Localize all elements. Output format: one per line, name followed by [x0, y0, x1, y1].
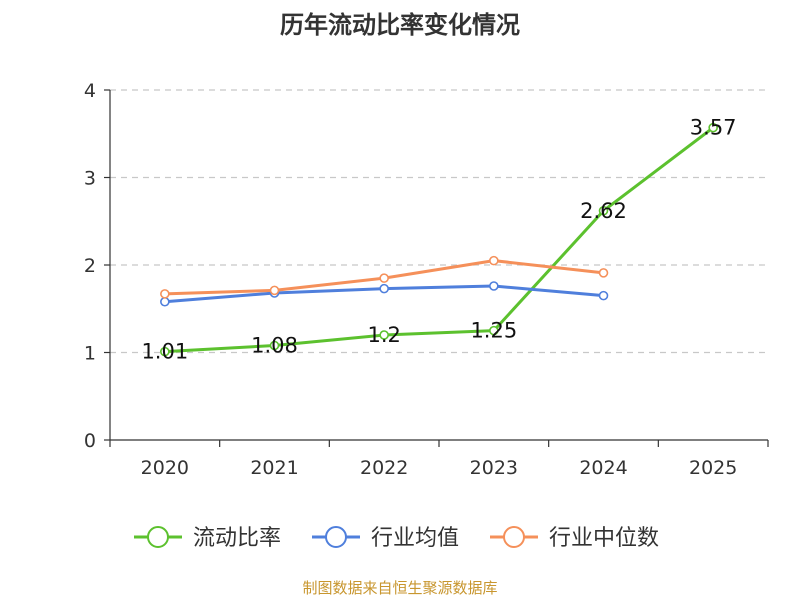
data-point[interactable]: [160, 296, 170, 307]
x-tick-label: 2020: [141, 457, 189, 479]
legend-swatch-marker: [147, 526, 169, 548]
data-point[interactable]: [489, 255, 499, 266]
data-label: 1.25: [470, 319, 517, 343]
grid-lines: [110, 89, 768, 354]
data-label: 3.57: [690, 116, 737, 140]
data-point[interactable]: [489, 325, 499, 336]
data-point[interactable]: [598, 205, 609, 216]
legend[interactable]: 流动比率 行业均值 行业中位数: [134, 526, 659, 551]
chart-title: 历年流动比率变化情况: [280, 11, 520, 39]
data-point[interactable]: [160, 346, 170, 357]
data-point[interactable]: [269, 285, 280, 296]
y-tick-label: 0: [84, 430, 96, 452]
data-label: 1.08: [251, 334, 298, 358]
data-point[interactable]: [379, 330, 389, 340]
series-lines: [160, 122, 718, 357]
x-tick-label: 2023: [470, 457, 518, 479]
series-line-0: [164, 126, 715, 354]
legend-item-1[interactable]: 行业均值: [312, 526, 459, 551]
legend-label: 行业均值: [371, 526, 459, 551]
data-label: 1.01: [141, 340, 188, 364]
y-tick-label: 3: [84, 168, 96, 190]
data-label: 1.2: [367, 323, 400, 347]
x-tick-label: 2024: [579, 457, 627, 479]
legend-swatch-marker: [503, 526, 525, 548]
x-tick-label: 2022: [360, 457, 408, 479]
legend-label: 流动比率: [193, 526, 281, 551]
data-point[interactable]: [379, 273, 389, 283]
data-point[interactable]: [598, 268, 609, 278]
data-point[interactable]: [379, 283, 389, 294]
data-point[interactable]: [489, 281, 499, 291]
y-tick-label: 1: [84, 343, 96, 365]
legend-item-0[interactable]: 流动比率: [134, 526, 281, 551]
x-tick-label: 2021: [250, 457, 298, 479]
y-tick-label: 4: [84, 80, 96, 102]
data-labels: 1.01 1.08 1.2 1.25 2.62 3.57: [141, 116, 736, 364]
legend-label: 行业中位数: [549, 526, 659, 551]
data-point[interactable]: [160, 289, 170, 299]
legend-item-2[interactable]: 行业中位数: [490, 526, 659, 551]
y-tick-label: 2: [84, 255, 96, 277]
legend-swatch-marker: [325, 526, 347, 548]
data-source-note: 制图数据来自恒生聚源数据库: [302, 579, 498, 597]
data-point[interactable]: [708, 122, 718, 133]
axes: 0 1 2 3 4 2020 2021 2022 2023 2024 2025: [84, 80, 769, 479]
data-point[interactable]: [598, 290, 609, 301]
x-tick-label: 2025: [689, 457, 737, 479]
data-point[interactable]: [269, 340, 280, 351]
data-label: 2.62: [580, 199, 627, 223]
